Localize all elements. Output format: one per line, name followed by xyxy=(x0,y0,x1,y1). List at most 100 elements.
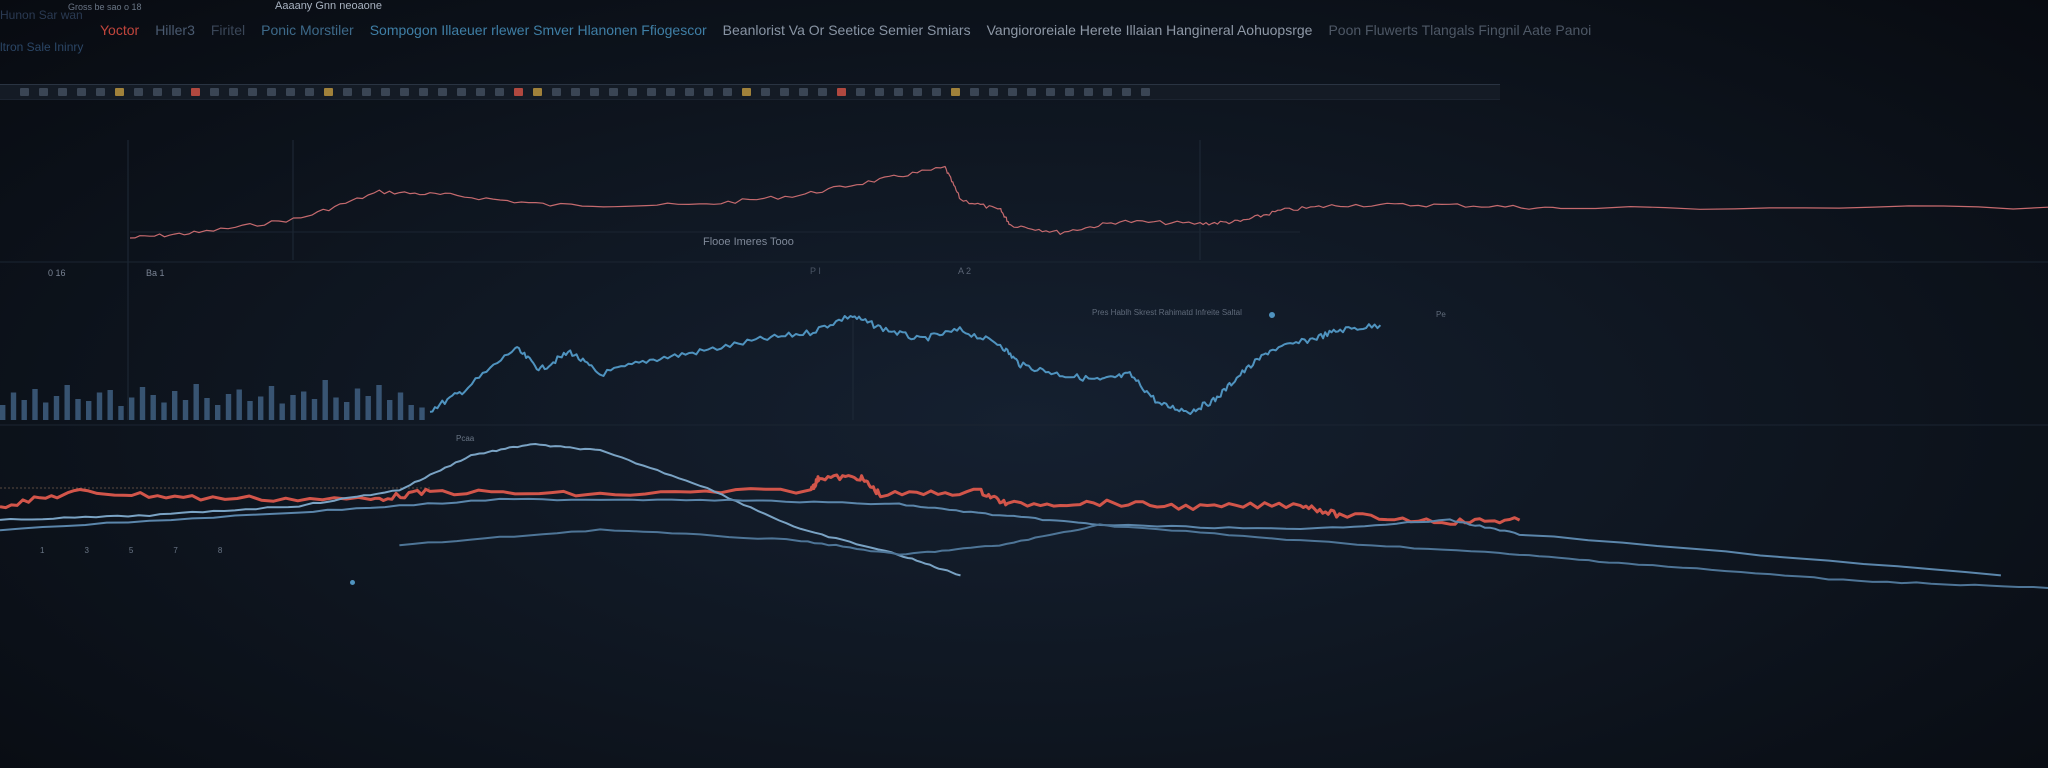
histogram-bar xyxy=(96,392,103,420)
tick-label: 7 xyxy=(173,546,178,555)
toolbar-button[interactable] xyxy=(20,88,29,96)
toolbar-button[interactable] xyxy=(362,88,371,96)
toolbar-button[interactable] xyxy=(115,88,124,96)
tab-0[interactable]: Yoctor xyxy=(100,22,140,38)
toolbar-button[interactable] xyxy=(628,88,637,96)
histogram-bar xyxy=(182,400,189,420)
toolbar-button[interactable] xyxy=(343,88,352,96)
toolbar-button[interactable] xyxy=(761,88,770,96)
toolbar-button[interactable] xyxy=(1027,88,1036,96)
toolbar-button[interactable] xyxy=(77,88,86,96)
toolbar-button[interactable] xyxy=(609,88,618,96)
header-center-small-text: Aaaany Gnn neoaone xyxy=(275,0,383,12)
toolbar-button[interactable] xyxy=(818,88,827,96)
toolbar-button[interactable] xyxy=(894,88,903,96)
tab-6[interactable]: Vangiororeiale Herete Illaian Hangineral… xyxy=(986,22,1313,38)
histogram-bar xyxy=(408,405,414,420)
toolbar-button[interactable] xyxy=(1103,88,1112,96)
line-series-bottom-blue-1 xyxy=(0,443,961,577)
toolbar-button[interactable] xyxy=(723,88,732,96)
toolbar-button[interactable] xyxy=(1046,88,1055,96)
toolbar-button[interactable] xyxy=(229,88,238,96)
toolbar-button[interactable] xyxy=(476,88,485,96)
header-left-label: Hunon Sar wan xyxy=(0,8,83,22)
toolbar-button[interactable] xyxy=(419,88,428,96)
toolbar-button[interactable] xyxy=(951,88,960,96)
line-series-bottom-blue-3 xyxy=(399,523,2048,589)
toolbar-button[interactable] xyxy=(58,88,67,96)
tab-5[interactable]: Beanlorist Va Or Seetice Semier Smiars xyxy=(722,22,971,38)
toolbar-button[interactable] xyxy=(571,88,580,96)
toolbar-button[interactable] xyxy=(590,88,599,96)
toolbar-button[interactable] xyxy=(96,88,105,96)
toolbar-button[interactable] xyxy=(932,88,941,96)
toolbar-button[interactable] xyxy=(1008,88,1017,96)
histogram-bar xyxy=(225,394,232,420)
toolbar-button[interactable] xyxy=(400,88,409,96)
axis-label: 0 16 xyxy=(48,268,66,278)
toolbar-button[interactable] xyxy=(704,88,713,96)
toolbar-button[interactable] xyxy=(989,88,998,96)
histogram-bar xyxy=(32,389,38,420)
toolbar-button[interactable] xyxy=(172,88,181,96)
toolbar-button[interactable] xyxy=(1122,88,1131,96)
histogram-bar xyxy=(365,396,371,420)
histogram-bar xyxy=(290,395,296,420)
histogram-bar xyxy=(10,392,17,420)
toolbar-button[interactable] xyxy=(248,88,257,96)
toolbar-button[interactable] xyxy=(134,88,143,96)
toolbar-button[interactable] xyxy=(1065,88,1074,96)
tab-2[interactable]: Firitel xyxy=(210,22,246,38)
toolbar-button[interactable] xyxy=(875,88,884,96)
header-left-label-2: ltron Sale Ininry xyxy=(0,40,84,54)
toolbar-button[interactable] xyxy=(970,88,979,96)
line-series-bottom-blue-2 xyxy=(0,497,2001,577)
toolbar-button[interactable] xyxy=(780,88,789,96)
toolbar-button[interactable] xyxy=(324,88,333,96)
toolbar-button[interactable] xyxy=(666,88,675,96)
toolbar-button[interactable] xyxy=(286,88,295,96)
histogram-bar xyxy=(376,385,382,420)
toolbar-button[interactable] xyxy=(533,88,542,96)
histogram-bar xyxy=(150,395,156,420)
toolbar-button[interactable] xyxy=(210,88,219,96)
toolbar-button[interactable] xyxy=(552,88,561,96)
line-series-mid-blue xyxy=(429,315,1382,415)
histogram-bar xyxy=(118,406,124,420)
tab-7[interactable]: Poon Fluwerts Tlangals Fingnil Aate Pano… xyxy=(1328,22,1592,38)
tab-3[interactable]: Ponic Morstiler xyxy=(261,22,354,38)
tab-bar: Yoctor Hiller3 Firitel Ponic Morstiler Sompo… xyxy=(100,22,1591,38)
tab-1[interactable]: Hiller3 xyxy=(155,22,195,38)
histogram-bar xyxy=(215,405,221,420)
toolbar-button[interactable] xyxy=(913,88,922,96)
toolbar-button[interactable] xyxy=(647,88,656,96)
legend-text: Pres Hablh Skrest Rahimatd Infreite Salt… xyxy=(1092,308,1242,317)
toolbar-button[interactable] xyxy=(305,88,314,96)
toolbar-button[interactable] xyxy=(191,88,200,96)
toolbar-button[interactable] xyxy=(685,88,694,96)
histogram-bar xyxy=(161,402,167,420)
toolbar-button[interactable] xyxy=(1141,88,1150,96)
toolbar-button[interactable] xyxy=(438,88,447,96)
toolbar-button[interactable] xyxy=(153,88,162,96)
scroll-indicator[interactable] xyxy=(350,580,355,585)
histogram-bar xyxy=(107,390,113,420)
toolbar-button[interactable] xyxy=(799,88,808,96)
tab-4[interactable]: Sompogon Illaeuer rlewer Smver Hlanonen … xyxy=(369,22,707,38)
toolbar-button[interactable] xyxy=(514,88,523,96)
legend-dot xyxy=(1269,312,1275,318)
toolbar-button[interactable] xyxy=(495,88,504,96)
toolbar-button[interactable] xyxy=(39,88,48,96)
bottom-label: Pcaa xyxy=(456,434,475,443)
toolbar xyxy=(0,84,1500,100)
toolbar-button[interactable] xyxy=(381,88,390,96)
toolbar-button[interactable] xyxy=(837,88,846,96)
histogram-bar xyxy=(129,397,135,420)
toolbar-button[interactable] xyxy=(1084,88,1093,96)
toolbar-button[interactable] xyxy=(457,88,466,96)
toolbar-button[interactable] xyxy=(267,88,276,96)
bottom-ticks: 1 3 5 7 8 xyxy=(40,546,222,555)
toolbar-button[interactable] xyxy=(856,88,865,96)
toolbar-button[interactable] xyxy=(742,88,751,96)
